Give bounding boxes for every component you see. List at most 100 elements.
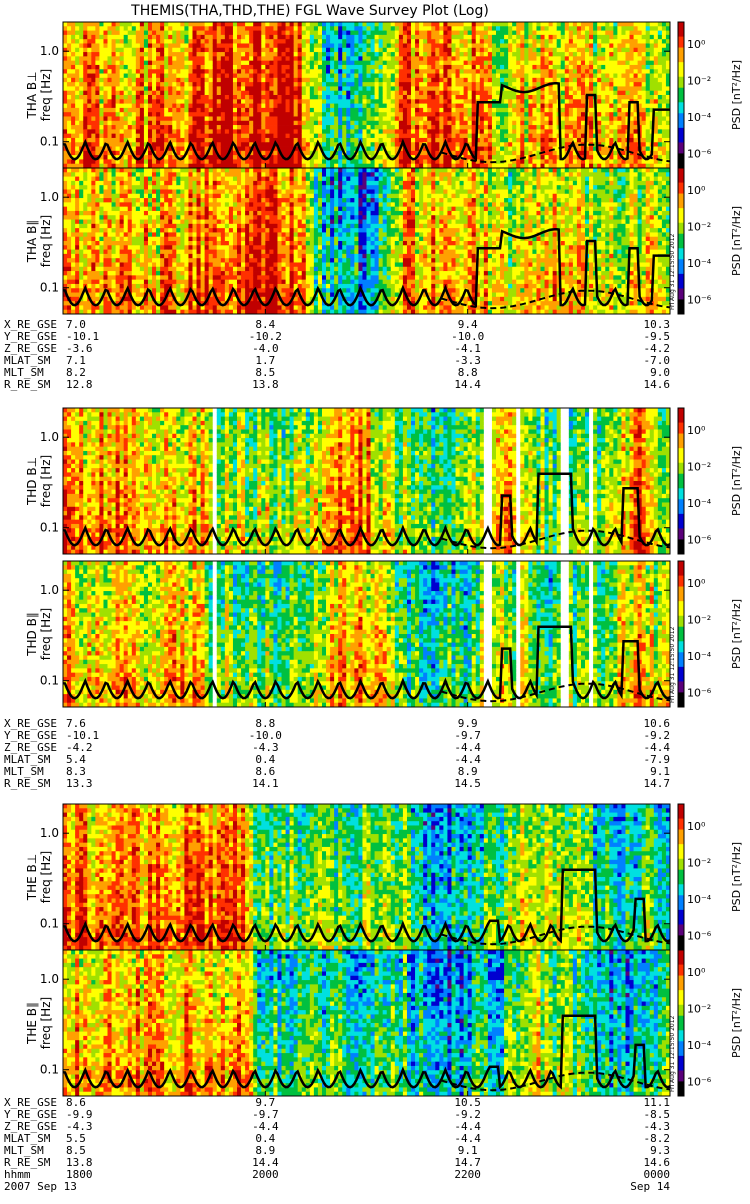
heatmap-cell <box>378 116 384 122</box>
heatmap-cell <box>338 30 343 36</box>
heatmap-cell <box>423 99 428 104</box>
heatmap-cell <box>540 39 545 44</box>
heatmap-cell <box>423 90 428 96</box>
heatmap-cell <box>269 107 274 113</box>
heatmap-cell <box>67 155 72 160</box>
heatmap-cell <box>605 163 610 169</box>
heatmap-cell <box>334 73 339 79</box>
heatmap-cell <box>135 107 141 113</box>
heatmap-cell <box>143 86 149 92</box>
heatmap-cell <box>297 103 303 109</box>
heatmap-cell <box>168 120 173 126</box>
heatmap-cell <box>532 90 537 96</box>
heatmap-cell <box>495 64 501 70</box>
heatmap-cell <box>605 82 610 87</box>
heatmap-cell <box>220 103 226 109</box>
heatmap-cell <box>528 150 533 156</box>
heatmap-cell <box>160 163 165 169</box>
heatmap-cell <box>289 159 295 165</box>
heatmap-cell <box>131 107 137 113</box>
heatmap-cell <box>597 82 602 87</box>
heatmap-cell <box>633 146 639 152</box>
heatmap-cell <box>204 159 210 165</box>
heatmap-cell <box>326 69 331 74</box>
heatmap-cell <box>415 103 420 109</box>
heatmap-cell <box>366 95 371 100</box>
heatmap-cell <box>95 107 100 113</box>
heatmap-cell <box>495 39 501 44</box>
heatmap-cell <box>524 133 529 139</box>
heatmap-cell <box>564 22 570 27</box>
heatmap-cell <box>107 112 112 117</box>
heatmap-cell <box>204 95 210 100</box>
heatmap-cell <box>475 60 481 66</box>
heatmap-cell <box>589 133 594 139</box>
heatmap-cell <box>289 43 295 49</box>
heatmap-cell <box>241 64 246 70</box>
heatmap-cell <box>313 64 319 70</box>
heatmap-cell <box>196 73 201 79</box>
heatmap-cell <box>479 107 485 113</box>
heatmap-cell <box>297 159 303 165</box>
heatmap-cell <box>382 77 388 83</box>
heatmap-cell <box>411 26 416 31</box>
heatmap-cell <box>91 116 96 122</box>
heatmap-cell <box>115 56 121 62</box>
heatmap-cell <box>625 95 630 100</box>
heatmap-cell <box>629 142 634 147</box>
heatmap-cell <box>342 112 347 117</box>
heatmap-cell <box>524 86 529 92</box>
heatmap-cell <box>504 60 509 66</box>
heatmap-cell <box>75 77 80 83</box>
heatmap-cell <box>249 137 254 143</box>
heatmap-cell <box>95 86 100 92</box>
heatmap-cell <box>317 77 323 83</box>
heatmap-cell <box>431 125 436 130</box>
heatmap-cell <box>257 107 262 113</box>
heatmap-cell <box>419 163 424 169</box>
heatmap-cell <box>613 133 618 139</box>
heatmap-cell <box>540 137 545 143</box>
heatmap-cell <box>629 39 634 44</box>
heatmap-cell <box>455 77 460 83</box>
heatmap-cell <box>386 86 392 92</box>
heatmap-cell <box>111 95 117 100</box>
heatmap-cell <box>192 120 197 126</box>
heatmap-cell <box>633 30 639 36</box>
heatmap-cell <box>313 103 319 109</box>
heatmap-cell <box>625 86 630 92</box>
heatmap-cell <box>382 99 388 104</box>
heatmap-cell <box>447 82 452 87</box>
heatmap-cell <box>568 137 574 143</box>
heatmap-cell <box>504 133 509 139</box>
heatmap-cell <box>321 142 327 147</box>
heatmap-cell <box>593 150 598 156</box>
heatmap-cell <box>123 159 129 165</box>
heatmap-cell <box>309 22 315 27</box>
heatmap-cell <box>309 137 315 143</box>
heatmap-cell <box>374 52 380 57</box>
heatmap-cell <box>63 26 68 31</box>
heatmap-cell <box>176 137 181 143</box>
heatmap-cell <box>95 90 100 96</box>
heatmap-cell <box>528 69 533 74</box>
heatmap-cell <box>536 107 541 113</box>
heatmap-cell <box>520 163 525 169</box>
heatmap-cell <box>463 30 469 36</box>
heatmap-cell <box>467 64 473 70</box>
heatmap-cell <box>585 77 590 83</box>
heatmap-cell <box>374 107 380 113</box>
heatmap-cell <box>200 95 206 100</box>
heatmap-cell <box>241 34 246 40</box>
heatmap-cell <box>447 125 452 130</box>
heatmap-cell <box>91 77 96 83</box>
heatmap-cell <box>131 125 137 130</box>
heatmap-cell <box>277 64 282 70</box>
heatmap-cell <box>576 60 582 66</box>
heatmap-cell <box>463 77 469 83</box>
heatmap-cell <box>629 95 634 100</box>
heatmap-cell <box>119 69 125 74</box>
heatmap-cell <box>580 133 586 139</box>
heatmap-cell <box>508 60 513 66</box>
heatmap-cell <box>609 103 614 109</box>
